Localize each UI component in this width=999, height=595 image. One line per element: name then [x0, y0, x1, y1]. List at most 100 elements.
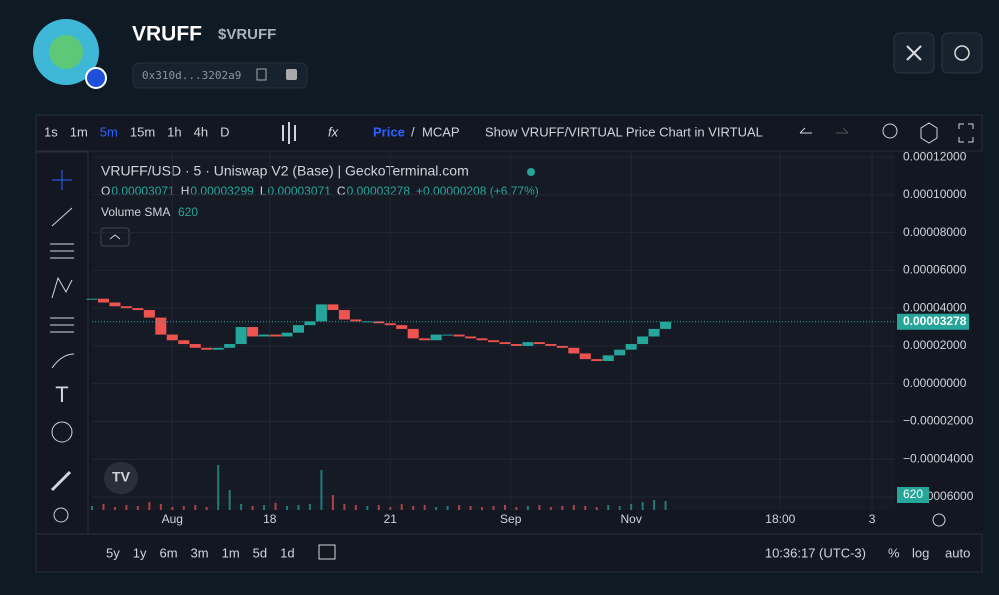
alert-icon[interactable] — [882, 123, 898, 139]
ruler-tool[interactable] — [50, 470, 72, 492]
volume-bar — [446, 506, 449, 510]
token-name: VRUFF — [132, 23, 202, 46]
candle — [453, 334, 465, 337]
candle — [270, 334, 282, 337]
x-tick-label: 18 — [263, 512, 277, 526]
copy-icon[interactable] — [256, 68, 267, 81]
pattern-tool[interactable] — [51, 276, 73, 299]
interval-button[interactable]: 1m — [70, 124, 88, 139]
interval-button[interactable]: 4h — [194, 124, 208, 139]
undo-icon[interactable] — [799, 127, 812, 134]
volume-bar — [205, 507, 208, 510]
address: 0x310d...3202a9 — [142, 69, 241, 82]
clock: 10:36:17 (UTC-3) — [765, 545, 866, 560]
log-toggle[interactable]: log — [912, 545, 929, 560]
fullscreen-icon[interactable] — [958, 123, 974, 143]
volume-bar — [515, 507, 518, 510]
volume-bar — [618, 506, 621, 510]
mcap-toggle[interactable]: MCAP — [422, 124, 460, 139]
collapse-icon — [109, 234, 121, 240]
range-button[interactable]: 1m — [222, 545, 240, 560]
range-button[interactable]: 1y — [133, 545, 147, 560]
candle — [556, 345, 568, 348]
volume-bar — [561, 506, 564, 510]
interval-button[interactable]: 5m — [100, 124, 118, 139]
range-button[interactable]: 6m — [159, 545, 177, 560]
candle — [235, 327, 247, 345]
candle — [488, 340, 499, 343]
candle — [545, 344, 557, 346]
volume-bar — [630, 504, 633, 510]
tv-logo[interactable] — [104, 462, 138, 494]
interval-button[interactable]: 15m — [130, 124, 155, 139]
volume-bar — [400, 504, 403, 510]
axis-settings-icon[interactable] — [932, 513, 946, 527]
collapse-button[interactable] — [100, 227, 130, 247]
auto-toggle[interactable]: auto — [945, 545, 970, 560]
range-button[interactable]: 5y — [106, 545, 120, 560]
ohlc-key: H — [181, 184, 190, 198]
show-chart-link[interactable]: Show VRUFF/VIRTUAL Price Chart in VIRTUA… — [485, 124, 763, 139]
candle — [533, 342, 545, 345]
projection-tool[interactable] — [50, 317, 74, 333]
settings-icon[interactable] — [920, 122, 938, 144]
x-icon — [906, 45, 922, 61]
candle — [579, 353, 591, 360]
range-button[interactable]: 1d — [280, 545, 294, 560]
emoji-tool[interactable] — [51, 421, 73, 443]
volume-bar — [286, 506, 289, 510]
interval-button[interactable]: 1s — [44, 124, 58, 139]
interval-button[interactable]: 1h — [167, 124, 181, 139]
candle — [442, 334, 454, 336]
left-toolbar — [35, 151, 89, 573]
candle — [132, 308, 144, 311]
range-button[interactable]: 5d — [253, 545, 267, 560]
last-price-tag — [897, 313, 969, 330]
top-toolbar — [35, 114, 983, 152]
globe-icon — [954, 45, 970, 61]
candle — [591, 359, 603, 362]
candle — [499, 342, 511, 345]
range-button[interactable]: 3m — [191, 545, 209, 560]
y-tick-label: 0.00012000 — [903, 149, 967, 163]
chart-type-icon[interactable] — [282, 122, 296, 144]
x-tick-label: 21 — [384, 512, 398, 526]
volume-bar — [102, 504, 105, 510]
candle — [384, 323, 396, 326]
web-button[interactable] — [941, 32, 983, 74]
price-toggle[interactable]: Price — [373, 124, 405, 139]
candle — [97, 298, 109, 303]
volume-bar — [595, 507, 598, 510]
candle — [625, 344, 637, 350]
candle — [510, 344, 522, 346]
explorer-icon[interactable] — [286, 69, 297, 80]
brush-tool[interactable] — [51, 353, 75, 369]
candle — [373, 321, 385, 324]
indicators-icon[interactable]: fx — [328, 124, 339, 139]
interval-button[interactable]: D — [220, 124, 229, 139]
goto-date-icon[interactable] — [318, 544, 336, 560]
last-price-label: 0.00003278 — [903, 314, 967, 328]
zoom-tool[interactable] — [53, 507, 69, 523]
token-ticker: $VRUFF — [218, 26, 276, 43]
text-tool[interactable]: T — [55, 382, 68, 407]
candle — [258, 334, 270, 337]
volume-tag-label: 620 — [903, 487, 923, 501]
volume-bar — [148, 502, 151, 510]
candle — [648, 328, 660, 337]
volume-bar — [377, 505, 380, 510]
candle — [637, 336, 649, 345]
percent-toggle[interactable]: % — [888, 545, 900, 560]
fib-tool[interactable] — [50, 243, 74, 259]
crosshair-tool[interactable] — [52, 170, 72, 190]
volume-bar — [458, 505, 461, 510]
candle — [281, 332, 293, 337]
chart-title: VRUFF/USD · 5 · Uniswap V2 (Base) | Geck… — [101, 163, 469, 179]
x-tick-label: Sep — [500, 512, 522, 526]
volume-bar — [526, 506, 529, 510]
plot-area — [92, 152, 895, 510]
trendline-tool[interactable] — [51, 207, 73, 227]
y-tick-label: 0.00010000 — [903, 187, 967, 201]
candle — [361, 321, 373, 323]
